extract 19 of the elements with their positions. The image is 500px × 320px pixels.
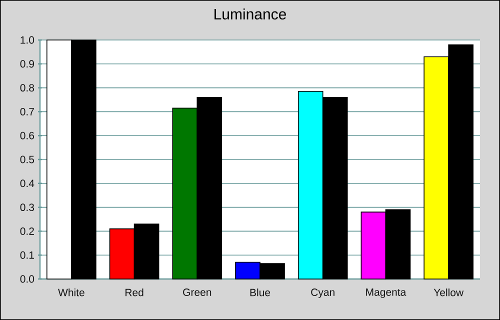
x-tick-label: Blue [250, 288, 270, 296]
y-tick-label: 0.0 [20, 275, 34, 283]
y-tick-label: 0.3 [20, 204, 34, 212]
y-tick-label: 0.1 [20, 251, 34, 259]
x-tick-label: Cyan [311, 288, 334, 298]
x-tick-label: White [58, 288, 84, 296]
x-tick-label: Magenta [366, 288, 406, 298]
y-tick-label: 0.5 [20, 156, 34, 164]
x-tick-label: Yellow [434, 288, 464, 296]
y-tick-label: 0.9 [20, 60, 34, 68]
x-tick-label: Red [126, 288, 144, 296]
y-tick-label: 0.6 [20, 132, 34, 140]
y-tick-label: 1.0 [20, 36, 34, 44]
y-tick-label: 0.2 [20, 227, 34, 235]
y-tick-label: 0.4 [20, 180, 34, 188]
x-tick-label: Green [183, 288, 212, 296]
y-tick-label: 0.8 [20, 84, 34, 92]
y-tick-label: 0.7 [20, 108, 34, 116]
chart-title: Luminance [214, 8, 286, 20]
